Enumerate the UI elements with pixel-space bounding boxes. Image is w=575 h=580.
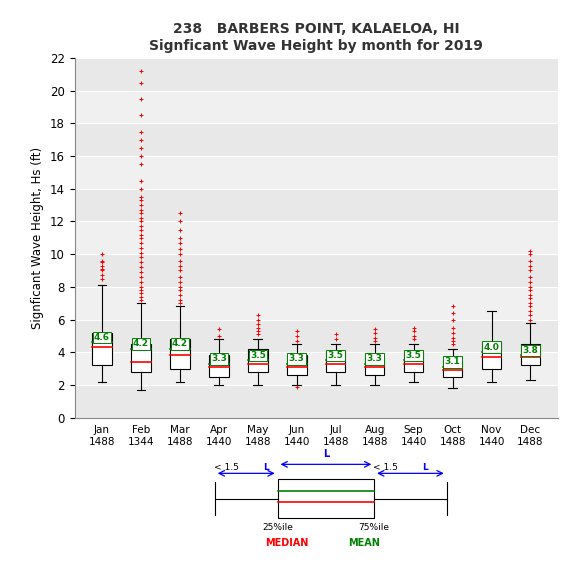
Text: L: L [323,449,329,459]
Bar [482,342,501,368]
Text: 3.3: 3.3 [289,354,305,363]
Bar [521,344,540,365]
Bar [287,356,306,375]
Bar [404,352,423,372]
Bar [75,385,558,418]
Bar [75,222,558,254]
Text: 4.2: 4.2 [172,339,188,349]
Bar [443,360,462,377]
Bar [75,352,558,385]
Bar [75,124,558,156]
Bar [326,350,346,372]
Text: 25%ile: 25%ile [262,523,293,532]
Text: < 1.5: < 1.5 [214,462,242,472]
Bar [75,287,558,320]
Bar [75,58,558,90]
Bar [75,254,558,287]
Text: 3.3: 3.3 [367,354,382,363]
Bar [248,349,267,372]
Text: 3.1: 3.1 [444,357,461,367]
Bar [365,357,385,375]
Bar [131,344,151,372]
Bar [92,332,112,365]
Bar [75,90,558,124]
Text: L: L [422,462,428,472]
Text: L: L [263,462,269,472]
Text: < 1.5: < 1.5 [373,462,401,472]
Bar [75,188,558,222]
Bar [75,320,558,352]
Text: 4.6: 4.6 [94,333,110,342]
Title: 238   BARBERS POINT, KALAELOA, HI
Signficant Wave Height by month for 2019: 238 BARBERS POINT, KALAELOA, HI Signfica… [150,23,483,53]
Y-axis label: Signficant Wave Height, Hs (ft): Signficant Wave Height, Hs (ft) [32,147,44,329]
Text: 75%ile: 75%ile [359,523,390,532]
Bar [75,156,558,188]
Text: MEAN: MEAN [348,538,381,548]
Text: 3.3: 3.3 [211,354,227,363]
Text: 3.5: 3.5 [328,351,344,360]
Text: 3.8: 3.8 [523,346,538,355]
Text: 3.5: 3.5 [406,351,421,360]
Bar [170,339,190,368]
Text: 4.0: 4.0 [484,343,500,351]
Bar [278,478,374,519]
Text: MEDIAN: MEDIAN [266,538,309,548]
Text: 4.2: 4.2 [133,339,149,349]
Text: 3.5: 3.5 [250,351,266,360]
Bar [209,356,229,377]
